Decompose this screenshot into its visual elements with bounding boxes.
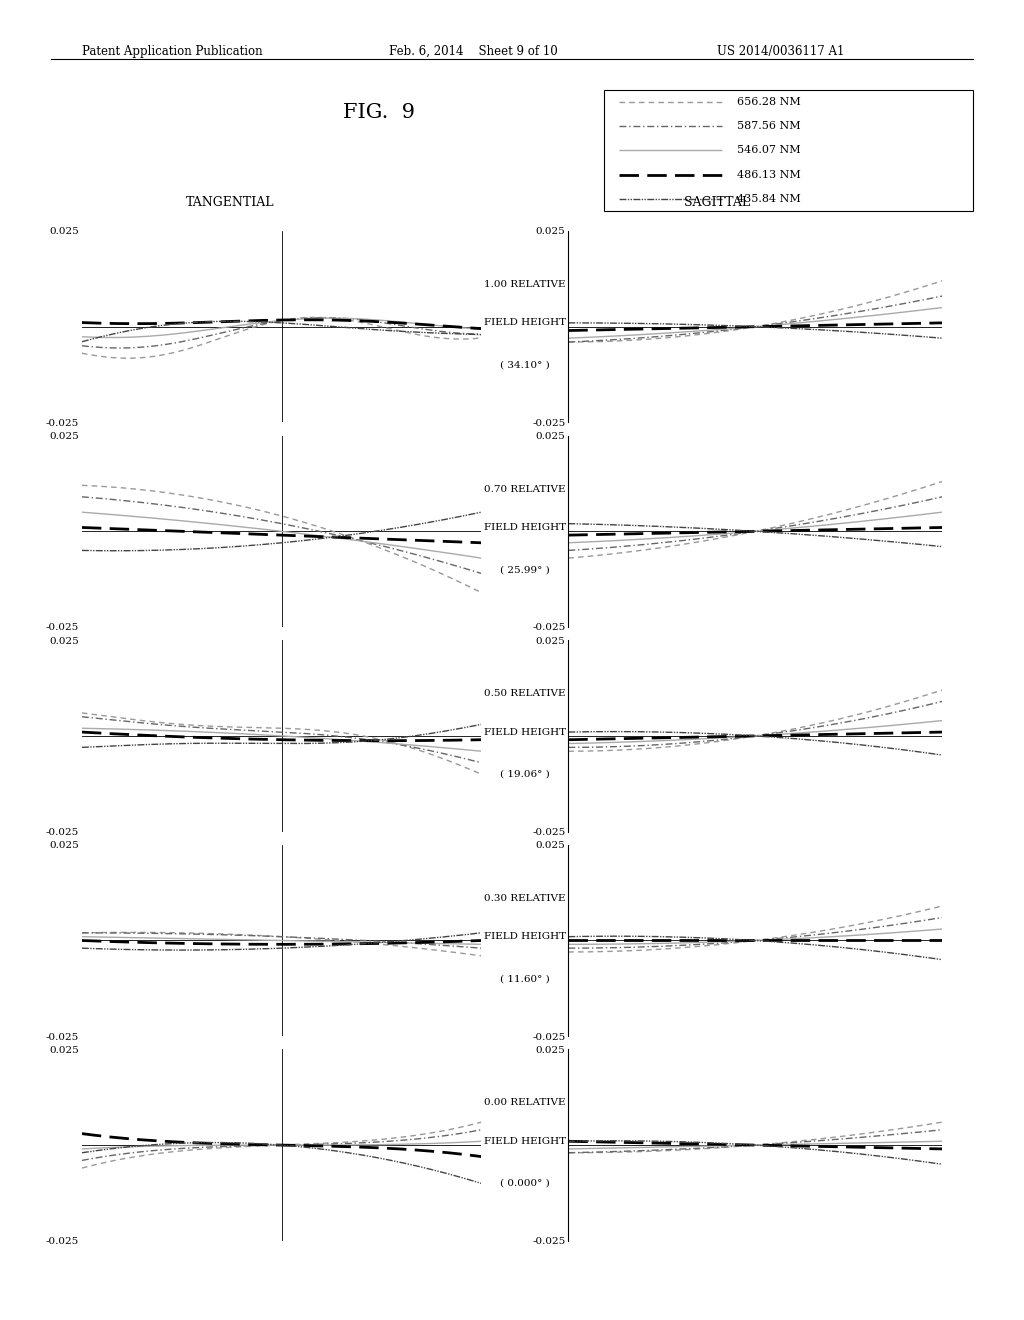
Text: FIG.  9: FIG. 9: [343, 103, 415, 121]
Text: SAGITTAL: SAGITTAL: [684, 195, 750, 209]
Text: US 2014/0036117 A1: US 2014/0036117 A1: [717, 45, 844, 58]
Text: ( 0.000° ): ( 0.000° ): [500, 1179, 550, 1188]
Text: FIELD HEIGHT: FIELD HEIGHT: [483, 727, 566, 737]
Text: 0.70 RELATIVE: 0.70 RELATIVE: [484, 484, 565, 494]
Text: ( 11.60° ): ( 11.60° ): [500, 974, 550, 983]
Text: FIELD HEIGHT: FIELD HEIGHT: [483, 1137, 566, 1146]
Text: ( 19.06° ): ( 19.06° ): [500, 770, 550, 779]
Text: 486.13 NM: 486.13 NM: [737, 170, 801, 180]
Text: 0.50 RELATIVE: 0.50 RELATIVE: [484, 689, 565, 698]
Text: 435.84 NM: 435.84 NM: [737, 194, 801, 205]
Text: 587.56 NM: 587.56 NM: [737, 121, 801, 131]
Text: 0.00 RELATIVE: 0.00 RELATIVE: [484, 1098, 565, 1107]
Text: 0.30 RELATIVE: 0.30 RELATIVE: [484, 894, 565, 903]
Text: FIELD HEIGHT: FIELD HEIGHT: [483, 318, 566, 327]
Text: ( 25.99° ): ( 25.99° ): [500, 565, 550, 574]
Text: TANGENTIAL: TANGENTIAL: [186, 195, 274, 209]
Text: Feb. 6, 2014    Sheet 9 of 10: Feb. 6, 2014 Sheet 9 of 10: [389, 45, 558, 58]
Text: 1.00 RELATIVE: 1.00 RELATIVE: [484, 280, 565, 289]
Text: Patent Application Publication: Patent Application Publication: [82, 45, 262, 58]
Text: ( 34.10° ): ( 34.10° ): [500, 360, 550, 370]
Text: FIELD HEIGHT: FIELD HEIGHT: [483, 932, 566, 941]
Text: FIELD HEIGHT: FIELD HEIGHT: [483, 523, 566, 532]
Text: 546.07 NM: 546.07 NM: [737, 145, 801, 156]
Text: 656.28 NM: 656.28 NM: [737, 96, 801, 107]
